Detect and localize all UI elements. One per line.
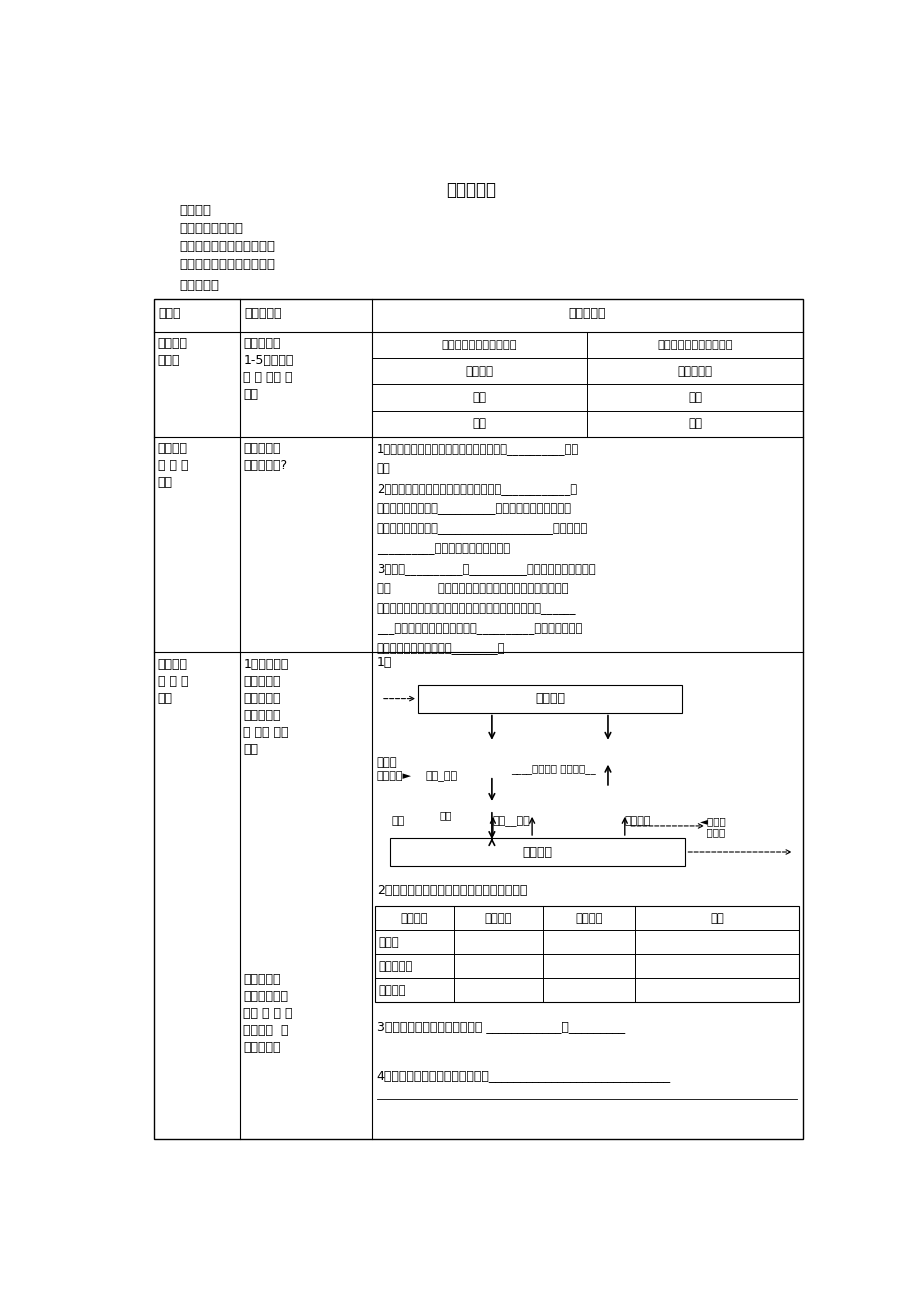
Text: 学习过程：: 学习过程： bbox=[179, 279, 219, 292]
Bar bbox=[154, 298, 802, 1139]
Text: ◄下丘脑
  一区域: ◄下丘脑 一区域 bbox=[699, 816, 726, 837]
Text: 血糖调节: 血糖调节 bbox=[534, 693, 564, 706]
Text: 的 激素 有哪: 的 激素 有哪 bbox=[243, 725, 289, 738]
Text: 氧化分解成: 氧化分解成 bbox=[677, 365, 712, 378]
Text: 分业: 分业 bbox=[439, 810, 451, 820]
Text: 分葡萄糖随尿排出，这叫________。: 分葡萄糖随尿排出，这叫________。 bbox=[376, 642, 505, 655]
Text: 归纳与总结: 归纳与总结 bbox=[568, 307, 606, 319]
Text: 合成: 合成 bbox=[687, 391, 701, 404]
Text: 低（             ）而得不到补充，就会出现头昏．心慌．出: 低（ ）而得不到补充，就会出现头昏．心慌．出 bbox=[376, 582, 568, 595]
Text: 下丘脑: 下丘脑 bbox=[376, 755, 397, 768]
Bar bbox=[375, 906, 799, 1003]
Text: 3．人在__________或__________的情况下，血糖含量降: 3．人在__________或__________的情况下，血糖含量降 bbox=[376, 562, 595, 575]
Text: 的平衡: 的平衡 bbox=[158, 354, 180, 367]
Text: ____分泌增多 肾上腺素__: ____分泌增多 肾上腺素__ bbox=[510, 764, 595, 773]
Text: 作用: 作用 bbox=[709, 911, 723, 924]
Text: 1、: 1、 bbox=[376, 655, 391, 668]
Text: 意义: 意义 bbox=[158, 477, 173, 490]
Text: 胰岛_细胞: 胰岛_细胞 bbox=[425, 771, 457, 781]
Text: 作用器官: 作用器官 bbox=[574, 911, 602, 924]
Text: 二、血糖: 二、血糖 bbox=[158, 441, 187, 454]
Text: 胰岛__细胞: 胰岛__细胞 bbox=[493, 816, 530, 827]
Text: 血糖的平衡及意义: 血糖的平衡及意义 bbox=[179, 223, 243, 236]
Text: 肾上腺素: 肾上腺素 bbox=[379, 984, 406, 997]
Text: 血糖平衡的调节（重难点）: 血糖平衡的调节（重难点） bbox=[179, 241, 275, 254]
Text: 肾上腺素: 肾上腺素 bbox=[624, 816, 651, 825]
Text: 1、人体内的: 1、人体内的 bbox=[243, 658, 289, 671]
Text: 3、血糖平衡调节的途径有两条 ____________和_________: 3、血糖平衡调节的途径有两条 ____________和_________ bbox=[376, 1021, 624, 1034]
Text: 明了 神 经 调: 明了 神 经 调 bbox=[243, 1008, 292, 1021]
Text: 血糖的去路（降低血糖）: 血糖的去路（降低血糖） bbox=[657, 340, 732, 350]
Text: 一、血糖: 一、血糖 bbox=[158, 337, 187, 350]
Text: 分泌器官: 分泌器官 bbox=[484, 911, 512, 924]
Text: 调节: 调节 bbox=[158, 691, 173, 704]
Text: 平 衡 的: 平 衡 的 bbox=[158, 460, 188, 473]
Text: 转化: 转化 bbox=[472, 418, 486, 430]
Text: 血糖降低: 血糖降低 bbox=[522, 845, 551, 858]
Text: 节的？相关: 节的？相关 bbox=[243, 708, 280, 721]
Text: 2、与血糖调节有关的三种激素的联系与区别: 2、与血糖调节有关的三种激素的联系与区别 bbox=[376, 884, 527, 897]
Text: 去路: 去路 bbox=[243, 388, 258, 401]
Text: 2．在正常情况下，血糖的来源和去路能____________，: 2．在正常情况下，血糖的来源和去路能____________， bbox=[376, 482, 576, 495]
Text: 知识点: 知识点 bbox=[158, 307, 181, 319]
Text: 转变: 转变 bbox=[687, 418, 701, 430]
Bar bbox=[389, 838, 685, 866]
Text: 血糖平衡是: 血糖平衡是 bbox=[243, 674, 280, 687]
Text: 1．在消化道内，将淀粉水解成葡萄糖，需__________酶参: 1．在消化道内，将淀粉水解成葡萄糖，需__________酶参 bbox=[376, 441, 578, 454]
Text: 两种方式，说: 两种方式，说 bbox=[243, 991, 288, 1004]
Text: 糖 的 来源 和: 糖 的 来源 和 bbox=[243, 371, 292, 384]
Text: 胰高血糖素: 胰高血糖素 bbox=[379, 960, 413, 973]
Text: 胰素: 胰素 bbox=[391, 816, 404, 825]
Text: 节与激素  调: 节与激素 调 bbox=[243, 1025, 289, 1038]
Text: 三、血糖: 三、血糖 bbox=[158, 658, 187, 671]
Text: ___叫做高血糖。血糖含量高于__________的范围时，一部: ___叫做高血糖。血糖含量高于__________的范围时，一部 bbox=[376, 622, 582, 635]
Text: __________，有着非常重要的意义。: __________，有着非常重要的意义。 bbox=[376, 542, 509, 555]
Text: 从而使血糖的含量在__________的范围内保持相对稳定。: 从而使血糖的含量在__________的范围内保持相对稳定。 bbox=[376, 503, 571, 516]
Text: 分解: 分解 bbox=[472, 391, 486, 404]
Text: 另一区域►: 另一区域► bbox=[376, 771, 411, 781]
Text: 如何进行调: 如何进行调 bbox=[243, 691, 280, 704]
Text: 节怎样的关: 节怎样的关 bbox=[243, 1042, 280, 1055]
Text: 平 衡 的: 平 衡 的 bbox=[158, 674, 188, 687]
Text: 激素名称: 激素名称 bbox=[401, 911, 427, 924]
Text: 血糖调节的: 血糖调节的 bbox=[243, 974, 280, 987]
Text: 与。: 与。 bbox=[376, 462, 390, 475]
Text: 血糖的平衡对于保证____________________，进而保持: 血糖的平衡对于保证____________________，进而保持 bbox=[376, 522, 587, 535]
Text: 意义是什么?: 意义是什么? bbox=[243, 460, 287, 473]
Text: 冷汗等低血糖早期的症状。临床上把空腹时血糖含超过______: 冷汗等低血糖早期的症状。临床上把空腹时血糖含超过______ bbox=[376, 603, 575, 616]
Text: 观察与思考: 观察与思考 bbox=[244, 307, 281, 319]
Text: 观察教材图: 观察教材图 bbox=[243, 337, 280, 350]
Text: 1-5，指出血: 1-5，指出血 bbox=[243, 354, 293, 367]
Text: 些？: 些？ bbox=[243, 742, 258, 755]
Text: 血糖的来源（升高血糖）: 血糖的来源（升高血糖） bbox=[441, 340, 516, 350]
Text: 4、神经调节与激素调节的关系是_____________________________: 4、神经调节与激素调节的关系是_________________________… bbox=[376, 1069, 670, 1082]
Text: 胰岛素: 胰岛素 bbox=[379, 936, 399, 949]
Bar bbox=[417, 685, 681, 712]
Text: 学习目标: 学习目标 bbox=[179, 204, 211, 217]
Text: 糖尿病的成因及其防治措施: 糖尿病的成因及其防治措施 bbox=[179, 259, 275, 272]
Text: 血糖的调节: 血糖的调节 bbox=[446, 181, 496, 199]
Text: 血糖平衡的: 血糖平衡的 bbox=[243, 441, 280, 454]
Text: 消化吸收: 消化吸收 bbox=[465, 365, 493, 378]
